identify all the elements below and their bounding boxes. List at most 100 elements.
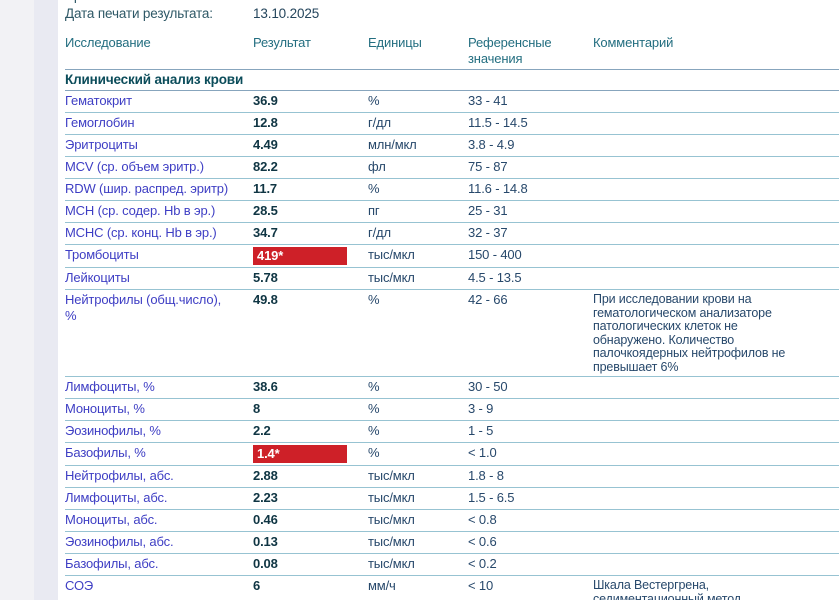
result-text: 49.8 (253, 292, 278, 307)
analyte-name-link[interactable]: MCV (ср. объем эритр.) (65, 159, 204, 174)
comment-text (593, 225, 801, 226)
comment-text (593, 247, 801, 248)
comment-text: Шкала Вестергрена, седиментационный мето… (593, 578, 745, 600)
comment-text (593, 534, 801, 535)
comment-text (593, 270, 801, 271)
reference-range: < 0.8 (468, 512, 497, 527)
comment-text (593, 203, 801, 204)
analyte-name-link[interactable]: MCHC (ср. конц. Hb в эр.) (65, 225, 217, 240)
units-value: г/дл (368, 225, 391, 240)
units-value: тыс/мкл (368, 468, 415, 483)
result-text: 1.4* (253, 445, 347, 463)
header-study: Исследование (65, 35, 151, 50)
header-comment: Комментарий (593, 35, 674, 50)
result-value: 0.13 (253, 534, 368, 550)
result-value: 36.9 (253, 93, 368, 109)
analyte-name-link[interactable]: СОЭ (65, 578, 94, 593)
table-row: MCH (ср. содер. Hb в эр.) 28.5 пг 25 - 3… (65, 201, 839, 223)
table-row: Нейтрофилы, абс. 2.88 тыс/мкл 1.8 - 8 (65, 466, 839, 488)
comment-text (593, 159, 801, 160)
reference-range: 1.5 - 6.5 (468, 490, 515, 505)
analyte-name-link[interactable]: Лейкоциты (65, 270, 130, 285)
analyte-name-link[interactable]: Лимфоциты, абс. (65, 490, 168, 505)
table-row: MCV (ср. объем эритр.) 82.2 фл 75 - 87 (65, 157, 839, 179)
result-text: 2.23 (253, 490, 278, 505)
units-value: % (368, 292, 380, 307)
analyte-name-link[interactable]: Базофилы, % (65, 445, 146, 460)
viewer-margin-inner (34, 0, 58, 600)
table-row: Моноциты, % 8 % 3 - 9 (65, 399, 839, 421)
analyte-name-link[interactable]: Гемоглобин (65, 115, 135, 130)
analyte-name-link[interactable]: MCH (ср. содер. Hb в эр.) (65, 203, 216, 218)
units-value: % (368, 423, 380, 438)
result-text: 34.7 (253, 225, 278, 240)
result-text: 82.2 (253, 159, 278, 174)
reference-range: 3 - 9 (468, 401, 494, 416)
result-value: 34.7 (253, 225, 368, 241)
result-text: 2.2 (253, 423, 271, 438)
table-row: Лимфоциты, % 38.6 % 30 - 50 (65, 377, 839, 399)
units-value: г/дл (368, 115, 391, 130)
header-units: Единицы (368, 35, 422, 50)
reference-range: 3.8 - 4.9 (468, 137, 515, 152)
table-row: Гемоглобин 12.8 г/дл 11.5 - 14.5 (65, 113, 839, 135)
analyte-name-link[interactable]: Нейтрофилы (общ.число), % (65, 292, 222, 323)
table-row: Лейкоциты 5.78 тыс/мкл 4.5 - 13.5 (65, 268, 839, 290)
doctor-value: 13.10.2025 12:53 (253, 0, 839, 5)
comment-text (593, 137, 801, 138)
reference-range: < 10 (468, 578, 494, 593)
result-text: 5.78 (253, 270, 278, 285)
reference-range: 1 - 5 (468, 423, 494, 438)
result-value: 8 (253, 401, 368, 417)
result-value: 11.7 (253, 181, 368, 197)
reference-range: 32 - 37 (468, 225, 508, 240)
header-result: Результат (253, 35, 311, 50)
analyte-name-link[interactable]: Базофилы, абс. (65, 556, 159, 571)
table-row: Лимфоциты, абс. 2.23 тыс/мкл 1.5 - 6.5 (65, 488, 839, 510)
comment-text (593, 181, 801, 182)
result-value: 12.8 (253, 115, 368, 131)
result-value: 82.2 (253, 159, 368, 175)
result-text: 28.5 (253, 203, 278, 218)
analyte-name-link[interactable]: Тромбоциты (65, 247, 139, 262)
units-value: тыс/мкл (368, 534, 415, 549)
units-value: фл (368, 159, 386, 174)
analyte-name-link[interactable]: Эозинофилы, абс. (65, 534, 174, 549)
section-title: Клинический анализ крови (65, 69, 839, 91)
table-row: Нейтрофилы (общ.число), % 49.8 % 42 - 66… (65, 290, 839, 377)
analyte-name-link[interactable]: Гематокрит (65, 93, 132, 108)
reference-range: 33 - 41 (468, 93, 508, 108)
result-value: 419* (253, 247, 368, 265)
comment-text (593, 379, 801, 380)
analyte-name-link[interactable]: Моноциты, абс. (65, 512, 158, 527)
analyte-name-link[interactable]: RDW (шир. распред. эритр) (65, 181, 229, 196)
result-value: 28.5 (253, 203, 368, 219)
comment-text (593, 512, 801, 513)
table-row: RDW (шир. распред. эритр) 11.7 % 11.6 - … (65, 179, 839, 201)
result-text: 0.46 (253, 512, 278, 527)
reference-range: 25 - 31 (468, 203, 508, 218)
analyte-name-link[interactable]: Нейтрофилы, абс. (65, 468, 174, 483)
units-value: мм/ч (368, 578, 396, 593)
units-value: % (368, 445, 380, 460)
table-row: Эозинофилы, % 2.2 % 1 - 5 (65, 421, 839, 443)
result-value: 2.88 (253, 468, 368, 484)
analyte-name-link[interactable]: Лимфоциты, % (65, 379, 155, 394)
units-value: % (368, 379, 380, 394)
lab-report-page: Врач: 13.10.2025 12:53 Дата печати резул… (58, 0, 839, 600)
analyte-name-link[interactable]: Моноциты, % (65, 401, 145, 416)
table-row: СОЭ 6 мм/ч < 10 Шкала Вестергрена, седим… (65, 576, 839, 600)
reference-range: 150 - 400 (468, 247, 522, 262)
result-text: 0.13 (253, 534, 278, 549)
table-row: Эритроциты 4.49 млн/мкл 3.8 - 4.9 (65, 135, 839, 157)
result-value: 1.4* (253, 445, 368, 463)
result-text: 8 (253, 401, 261, 416)
units-value: тыс/мкл (368, 556, 415, 571)
table-row: Моноциты, абс. 0.46 тыс/мкл < 0.8 (65, 510, 839, 532)
result-value: 38.6 (253, 379, 368, 395)
table-row: MCHC (ср. конц. Hb в эр.) 34.7 г/дл 32 -… (65, 223, 839, 245)
reference-range: 30 - 50 (468, 379, 508, 394)
analyte-name-link[interactable]: Эозинофилы, % (65, 423, 161, 438)
print-date-value: 13.10.2025 (253, 6, 320, 21)
analyte-name-link[interactable]: Эритроциты (65, 137, 138, 152)
